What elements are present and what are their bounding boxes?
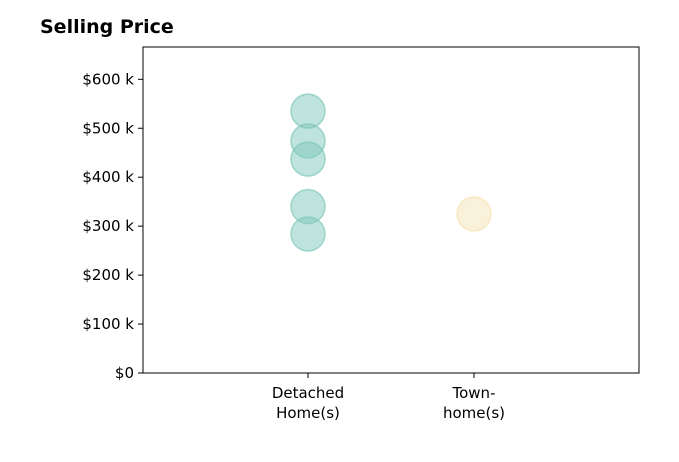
- y-axis: $0 $100 k $200 k $300 k $400 k $500 k $600 k: [82, 70, 143, 382]
- x-tick-label: Town-home(s): [443, 384, 505, 422]
- y-tick-label: $600 k: [82, 70, 134, 88]
- data-point: [290, 93, 326, 129]
- points-layer: [290, 93, 492, 252]
- y-tick-label: $500 k: [82, 119, 134, 137]
- y-tick-label: $400 k: [82, 168, 134, 186]
- plot-frame: [142, 46, 640, 374]
- x-tick-label-line: Town-: [452, 384, 496, 402]
- y-tick-label: $300 k: [82, 217, 134, 235]
- y-tick-label: $100 k: [82, 315, 134, 333]
- y-tick-label: $200 k: [82, 266, 134, 284]
- x-tick-label-line: Home(s): [276, 404, 340, 422]
- y-tick-label: $0: [115, 364, 134, 382]
- data-point: [290, 216, 326, 252]
- x-tick-label: Detached Home(s): [272, 384, 344, 422]
- data-point: [456, 196, 492, 232]
- x-axis: Detached Home(s) Town-home(s): [272, 373, 505, 422]
- chart-title: Selling Price: [40, 16, 174, 38]
- data-point: [290, 141, 326, 177]
- x-tick-label-line: Detached: [272, 384, 344, 402]
- x-tick-label-line: home(s): [443, 404, 505, 422]
